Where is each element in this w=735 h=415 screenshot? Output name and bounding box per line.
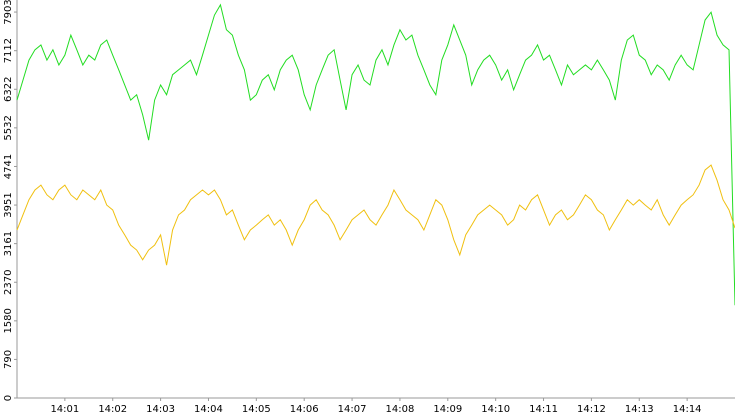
x-tick-label: 14:08 (386, 404, 415, 415)
y-tick-label: 790 (3, 350, 14, 369)
x-tick-label: 14:04 (194, 404, 223, 415)
x-tick-label: 14:13 (625, 404, 654, 415)
x-tick-label: 14:09 (433, 404, 462, 415)
y-tick-label: 5532 (3, 115, 14, 140)
x-tick-label: 14:07 (338, 404, 367, 415)
x-tick-label: 14:10 (481, 404, 510, 415)
series-line (16, 3, 735, 306)
x-tick-label: 14:14 (673, 404, 702, 415)
x-tick-label: 14:05 (242, 404, 271, 415)
y-tick-label: 1580 (3, 308, 14, 333)
series-line (16, 164, 735, 266)
y-tick-label: 7903 (3, 0, 14, 25)
x-tick-label: 14:06 (290, 404, 319, 415)
y-tick-label: 3161 (3, 231, 14, 256)
y-tick-label: 6322 (3, 77, 14, 102)
y-tick-label: 2370 (3, 270, 14, 295)
y-tick-label: 4741 (3, 154, 14, 179)
y-tick-label: 0 (3, 395, 14, 401)
x-tick-label: 14:01 (50, 404, 79, 415)
x-tick-label: 14:03 (146, 404, 175, 415)
x-tick-label: 14:11 (529, 404, 558, 415)
x-tick-label: 14:12 (577, 404, 606, 415)
x-tick-label: 14:02 (98, 404, 127, 415)
y-tick-label: 7112 (3, 38, 14, 63)
y-tick-label: 3951 (3, 192, 14, 217)
